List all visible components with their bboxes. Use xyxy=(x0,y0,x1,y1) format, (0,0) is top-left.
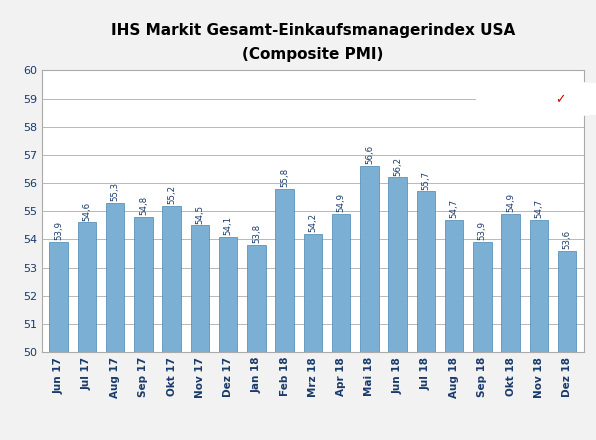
Text: 55,8: 55,8 xyxy=(280,168,289,187)
Text: ✓: ✓ xyxy=(555,93,566,106)
Text: 54,8: 54,8 xyxy=(139,196,148,215)
Text: 55,7: 55,7 xyxy=(421,171,430,190)
Text: 55,2: 55,2 xyxy=(167,185,176,204)
Bar xyxy=(332,214,350,352)
Text: 53,9: 53,9 xyxy=(54,221,63,241)
Bar xyxy=(558,251,576,352)
Text: 56,6: 56,6 xyxy=(365,145,374,165)
Bar xyxy=(304,234,322,352)
Bar xyxy=(501,214,520,352)
Bar xyxy=(275,189,294,352)
Circle shape xyxy=(477,82,596,116)
Bar xyxy=(49,242,68,352)
Bar xyxy=(77,223,96,352)
Bar xyxy=(445,220,463,352)
Text: 54,7: 54,7 xyxy=(449,199,459,218)
Text: 54,1: 54,1 xyxy=(224,216,232,235)
Bar xyxy=(530,220,548,352)
Title: IHS Markit Gesamt-Einkaufsmanagerindex USA
(Composite PMI): IHS Markit Gesamt-Einkaufsmanagerindex U… xyxy=(111,23,515,62)
Text: 54,2: 54,2 xyxy=(308,213,318,232)
Text: 55,3: 55,3 xyxy=(111,182,120,201)
Text: 53,8: 53,8 xyxy=(252,224,261,243)
Bar xyxy=(191,225,209,352)
Text: 54,6: 54,6 xyxy=(82,202,91,221)
Bar xyxy=(417,191,435,352)
Bar xyxy=(163,205,181,352)
Text: 54,9: 54,9 xyxy=(506,193,515,213)
Bar xyxy=(473,242,492,352)
Text: unabhängig • strategisch • trefflicher: unabhängig • strategisch • trefflicher xyxy=(367,107,485,113)
Bar xyxy=(389,177,407,352)
Bar xyxy=(219,237,237,352)
Bar xyxy=(106,203,125,352)
Text: 56,2: 56,2 xyxy=(393,157,402,176)
Text: 53,6: 53,6 xyxy=(563,230,572,249)
Text: 54,5: 54,5 xyxy=(195,205,204,224)
Text: 53,9: 53,9 xyxy=(478,221,487,241)
Text: 54,7: 54,7 xyxy=(535,199,544,218)
Bar xyxy=(134,217,153,352)
Text: 54,9: 54,9 xyxy=(337,193,346,213)
Text: stockstreet.de: stockstreet.de xyxy=(367,84,463,98)
Bar xyxy=(247,245,266,352)
Bar xyxy=(360,166,378,352)
